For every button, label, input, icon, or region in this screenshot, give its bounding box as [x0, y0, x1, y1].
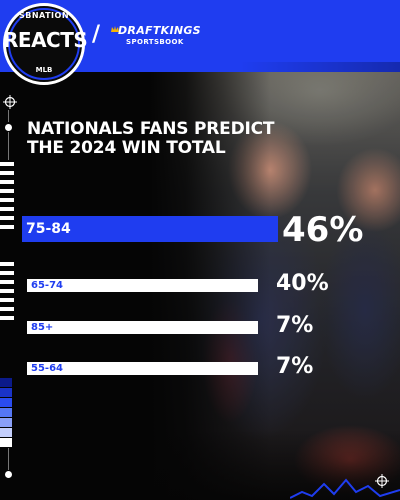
partner-separator: / [92, 22, 101, 47]
side-tick [0, 289, 14, 293]
side-tick [0, 216, 14, 220]
side-dot-top [5, 124, 12, 131]
side-tick [0, 225, 14, 229]
side-tick [0, 280, 14, 284]
side-tick [0, 207, 14, 211]
side-line [8, 132, 9, 160]
side-tick [0, 316, 14, 320]
bar-55-64 [27, 362, 258, 375]
side-tick [0, 262, 14, 266]
bar-value-label: 40% [276, 271, 329, 296]
crosshair-icon [375, 474, 389, 488]
bar-65-74 [27, 279, 258, 292]
side-tick [0, 171, 14, 175]
bar-label: 85+ [31, 321, 54, 333]
logo-main-text: REACTS [3, 28, 88, 52]
swatch [0, 398, 12, 407]
bar-label: 75-84 [26, 220, 71, 237]
side-tick [0, 189, 14, 193]
side-tick [0, 162, 14, 166]
side-tick [0, 180, 14, 184]
bar-value-label: 7% [276, 313, 314, 338]
logo-ring [8, 8, 80, 80]
swatch [0, 378, 12, 387]
side-tick [0, 271, 14, 275]
crosshair-icon [3, 95, 17, 109]
partner-subtitle: SPORTSBOOK [126, 38, 184, 46]
chart-title: NATIONALS FANS PREDICT THE 2024 WIN TOTA… [27, 119, 275, 158]
side-tick [0, 307, 14, 311]
swatch [0, 408, 12, 417]
photo-bottom-fade [0, 430, 400, 500]
side-tick [0, 298, 14, 302]
bar-85+ [27, 321, 258, 334]
swatch [0, 428, 12, 437]
bottom-wave-decoration [290, 478, 400, 499]
logo-bottom-text: MLB [35, 66, 53, 74]
swatch [0, 388, 12, 397]
bar-value-label: 46% [282, 210, 364, 250]
swatch [0, 418, 12, 427]
logo-top-text: SBNATION [18, 11, 70, 20]
partner-name: DRAFTKINGS [118, 24, 201, 37]
side-line [8, 448, 9, 470]
side-tick [0, 198, 14, 202]
header-stripe [0, 62, 400, 72]
bar-75-84 [22, 216, 278, 242]
draftkings-crown-icon [111, 26, 119, 32]
swatch [0, 438, 12, 447]
bar-value-label: 7% [276, 354, 314, 379]
bar-label: 55-64 [31, 362, 63, 374]
side-dot-bottom [5, 471, 12, 478]
side-line [8, 110, 9, 122]
bar-label: 65-74 [31, 279, 63, 291]
